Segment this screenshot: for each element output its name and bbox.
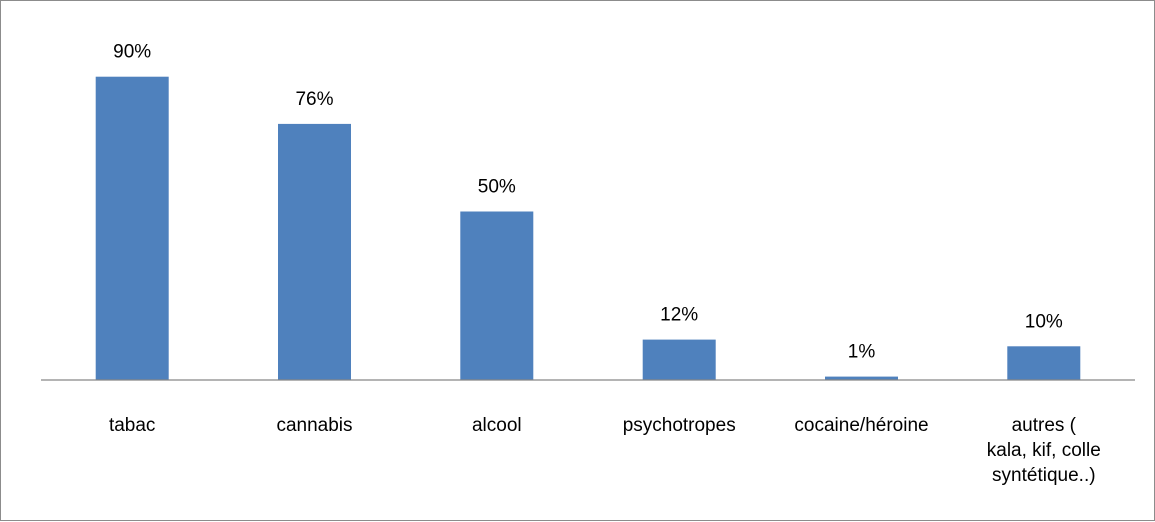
category-label-line: autres ( <box>1012 415 1077 436</box>
category-label-line: tabac <box>109 415 155 436</box>
data-label-5: 10% <box>1025 311 1063 332</box>
category-label-line: alcool <box>472 415 522 436</box>
bar-3 <box>642 339 716 380</box>
category-label-alcool: alcool <box>472 415 522 436</box>
category-label-line: kala, kif, colle <box>987 440 1101 461</box>
data-label-2: 50% <box>478 177 516 198</box>
category-label-cannabis: cannabis <box>276 415 352 436</box>
category-label-autres: autres ( kala, kif, colle syntétique..) <box>987 415 1101 486</box>
category-label-line: cannabis <box>276 415 352 436</box>
data-labels-group: 90% 76% 50% 12% 1% 10% <box>113 42 1063 363</box>
bars-group <box>95 76 1081 381</box>
category-labels-group: tabac cannabis alcool psychotropes cocaine/h… <box>109 415 1101 486</box>
category-label-cocaine-h-roine: cocaine/héroine <box>794 415 928 436</box>
category-label-line: cocaine/héroine <box>794 415 928 436</box>
data-label-1: 76% <box>295 89 333 110</box>
category-label-line: psychotropes <box>623 415 736 436</box>
data-label-0: 90% <box>113 42 151 63</box>
bar-1 <box>278 123 351 381</box>
category-label-line: syntétique..) <box>992 465 1096 486</box>
bar-4 <box>825 376 898 380</box>
bar-5 <box>1007 346 1081 380</box>
data-label-3: 12% <box>660 305 698 326</box>
category-label-psychotropes: psychotropes <box>623 415 736 436</box>
category-label-tabac: tabac <box>109 415 155 436</box>
data-label-4: 1% <box>848 342 876 363</box>
bar-0 <box>95 76 169 380</box>
bar-2 <box>460 211 534 380</box>
